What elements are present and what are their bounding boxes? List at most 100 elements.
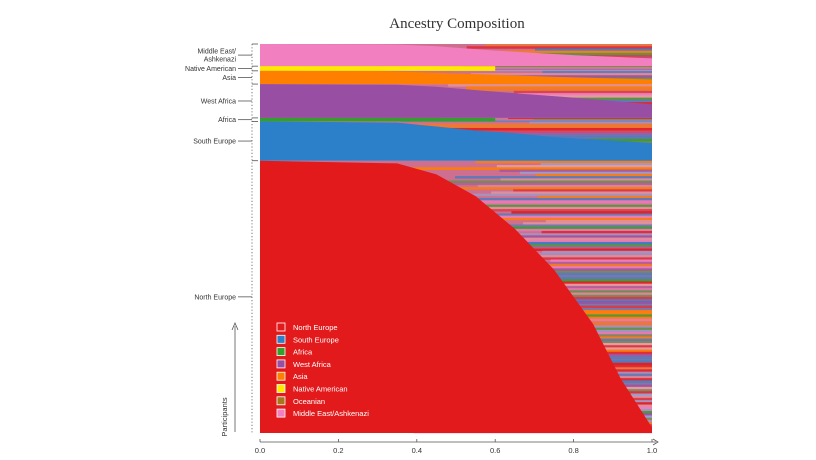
texture-streak [475,160,652,164]
texture-streak [409,167,652,170]
legend-swatch [276,359,286,369]
legend-swatch [276,334,286,344]
texture-streak [441,66,652,68]
texture-streak [449,68,652,70]
texture-streak [423,180,652,183]
y-axis-label-group: Participants [220,321,239,437]
x-axis-arrow [652,438,659,446]
texture-streak [484,239,652,243]
texture-streak [513,189,652,192]
area-west-africa [260,84,652,118]
texture-streak [422,198,652,201]
texture-streak [533,118,652,120]
group-label: Native American [185,66,236,73]
legend-label: North Europe [293,323,338,332]
texture-streak [513,90,652,94]
group-label: South Europe [193,139,236,146]
group-label: Middle East/Ashkenazi [197,49,236,64]
texture-streak [430,224,652,227]
texture-streak [405,123,652,127]
texture-streak [471,73,652,76]
x-axis: 0.0 0.2 0.4 0.6 0.8 1.0 [255,438,659,455]
legend-swatch [276,384,286,393]
texture-streak [499,169,652,172]
texture-streak [425,193,652,197]
legend-label: Africa [293,348,313,357]
texture-streak [477,184,652,188]
x-tick-label: 0.8 [568,446,578,455]
texture-streak [458,209,652,212]
texture-streak [413,206,652,210]
texture-streak [401,202,652,205]
texture-streak [455,176,652,179]
group-label: West Africa [201,98,236,105]
texture-streak [400,120,652,122]
texture-streak [489,226,652,230]
texture-streak [530,283,652,287]
texture-streak [410,132,652,135]
texture-streak [479,244,652,247]
texture-streak [451,255,652,258]
x-tick-label: 0.2 [333,446,343,455]
legend-label: Oceanian [293,397,325,406]
area-africa [260,117,496,122]
texture-streak [541,230,652,234]
texture-streak [481,261,652,265]
legend-label: Native American [293,385,348,394]
texture-streak [467,67,652,69]
texture-streak [542,250,652,254]
texture-streak [535,48,652,51]
texture-streak [433,215,652,219]
texture-streak [517,93,652,96]
x-tick-label: 0.4 [412,446,422,455]
texture-streak [466,46,652,49]
texture-streak [494,274,652,278]
texture-streak [448,84,652,87]
texture-streak [491,191,652,194]
texture-streak [466,86,652,89]
legend-swatch [276,322,286,332]
texture-streak [460,75,652,78]
texture-streak [508,117,652,120]
area-north-europe [260,160,652,433]
texture-streak [532,321,652,324]
texture-streak [452,228,652,232]
area-middle-east-ashkenazi [260,44,652,67]
texture-streak [508,294,652,298]
texture-streak [540,162,652,166]
texture-streak [468,204,652,208]
texture-streak [519,171,652,175]
texture-streak [417,235,652,238]
texture-streak [407,125,652,129]
texture-streak [423,119,652,121]
texture-streak [537,195,652,199]
texture-streak [493,288,652,291]
texture-streak [535,173,652,177]
x-tick-label: 0.0 [255,446,265,455]
texture-streak [496,165,652,168]
texture-streak [515,136,652,140]
legend-label: Middle East/Ashkenazi [293,409,369,418]
legend-swatch [276,371,286,381]
area-south-europe [260,121,652,161]
texture-streak [481,213,652,216]
texture-streak [542,70,652,74]
texture-streak [508,233,652,236]
texture-streak [492,237,652,241]
texture-streak [466,252,652,256]
texture-streak [460,200,652,203]
texture-streak [523,222,652,225]
texture-streak [446,182,652,186]
texture-streak [452,69,652,72]
area-asia [260,70,652,85]
texture-streak [511,211,652,214]
area-native-american [260,66,496,71]
texture-streak [426,187,652,190]
x-tick-label: 1.0 [647,446,657,455]
x-tick-label: 0.6 [490,446,500,455]
legend-label: South Europe [293,335,339,344]
texture-streak [423,130,652,133]
participants-arrow-head [231,321,239,331]
legend-swatch [276,408,286,418]
